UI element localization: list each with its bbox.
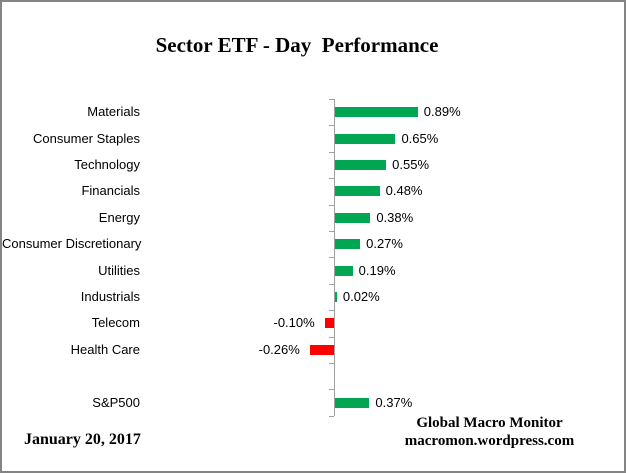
positive-bar [335,107,418,118]
value-label: 0.89% [423,104,461,120]
positive-bar [335,160,387,170]
positive-bar [335,265,353,276]
positive-bar [335,212,371,223]
date-label: January 20, 2017 [24,431,141,448]
axis-tick [329,231,334,232]
category-label: Technology [74,157,140,172]
category-label: Financials [81,183,140,199]
axis-tick [329,178,334,180]
axis-tick [329,310,334,312]
value-label: -0.26% [258,341,300,357]
credit-block: Global Macro Monitor macromon.wordpress.… [387,414,592,450]
value-label: 0.37% [375,394,413,410]
axis-tick [329,99,334,100]
value-label: 0.48% [385,183,423,199]
axis-tick [329,257,334,259]
value-label: 0.65% [401,130,439,146]
category-label: Utilities [98,262,140,278]
category-label: Telecom [91,315,140,331]
category-label: Materials [87,104,140,120]
value-label: -0.10% [273,315,315,331]
axis-tick [329,389,334,391]
category-label: Industrials [80,289,140,304]
axis-tick [329,415,334,417]
chart-title: Sector ETF - Day Performance [155,33,439,57]
value-label: 0.38% [376,209,414,225]
positive-bar [335,397,370,408]
negative-bar [324,318,334,329]
value-label: 0.02% [342,289,380,304]
positive-bar [335,186,380,197]
positive-bar [335,133,396,144]
axis-tick [329,283,334,285]
category-label: Health Care [70,341,140,357]
category-label: Consumer Discretionary [2,236,142,252]
negative-bar [309,344,334,355]
axis-tick [329,125,334,127]
credit-line1: Global Macro Monitor [416,415,563,431]
value-label: 0.19% [358,262,396,278]
credit-line2: macromon.wordpress.com [404,433,575,449]
value-label: 0.55% [392,157,430,172]
axis-tick [329,204,334,206]
category-label: Energy [98,209,140,225]
category-label: Consumer Staples [33,130,140,146]
axis-tick [329,336,334,338]
axis-tick [329,363,334,364]
value-label: 0.27% [366,236,403,252]
positive-bar [335,292,337,302]
y-axis [334,99,335,416]
axis-tick [329,151,334,153]
positive-bar [335,239,361,250]
category-label: S&P500 [92,394,140,410]
